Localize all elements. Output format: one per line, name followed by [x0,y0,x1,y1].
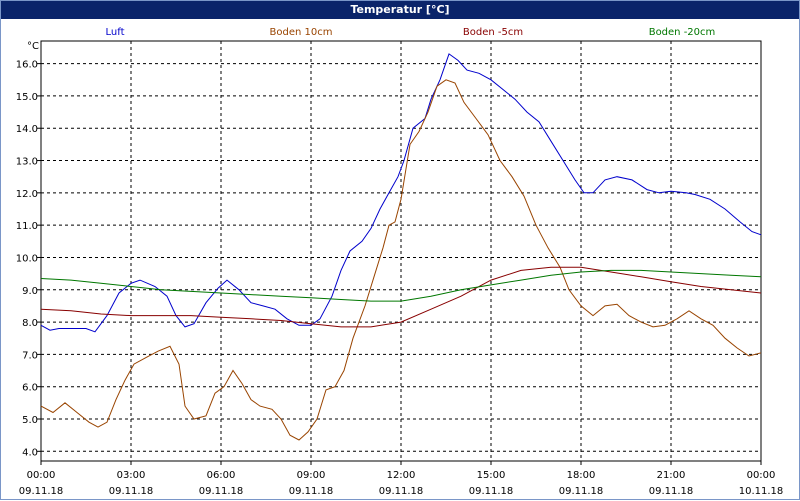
y-tick-label: 5.0 [22,415,38,426]
legend-entry: Boden -20cm [649,27,716,38]
x-tick-time: 03:00 [117,470,146,481]
x-tick-date: 09.11.18 [109,486,154,497]
y-tick-label: 4.0 [22,447,38,458]
y-tick-label: 11.0 [16,221,38,232]
y-tick-label: 16.0 [16,60,38,71]
x-tick-date: 09.11.18 [289,486,334,497]
legend-entry: Boden -5cm [463,27,523,38]
x-tick-time: 00:00 [27,470,56,481]
y-tick-label: 12.0 [16,189,38,200]
x-tick-time: 15:00 [477,470,506,481]
x-tick-time: 21:00 [657,470,686,481]
y-tick-label: 6.0 [22,383,38,394]
x-tick-date: 09.11.18 [649,486,694,497]
series-line-boden-5cm [40,266,762,328]
y-tick-label: 8.0 [22,318,38,329]
x-tick-date: 10.11.18 [739,486,784,497]
y-tick-label: 15.0 [16,92,38,103]
y-tick-label: 13.0 [16,157,38,168]
x-tick-date: 09.11.18 [469,486,514,497]
chart-title: Temperatur [°C] [1,1,799,19]
y-axis-unit: °C [27,41,39,52]
x-tick-time: 18:00 [567,470,596,481]
y-axis: 4.0 5.0 6.0 7.0 8.0 9.0 10.0 11.0 12.0 13.0 14.0 15… [16,60,41,458]
series-lines [40,53,762,441]
x-axis: 00:00 09.11.18 03:00 09.11.18 06:00 09.11.18 0… [19,461,784,497]
y-tick-label: 7.0 [22,350,38,361]
series-line-boden-10cm [40,79,762,441]
x-tick-date: 09.11.18 [199,486,244,497]
x-tick-time: 00:00 [747,470,776,481]
y-tick-label: 14.0 [16,124,38,135]
legend: Luft Boden 10cm Boden -5cm Boden -20cm [106,27,716,38]
x-tick-time: 12:00 [387,470,416,481]
y-tick-label: 10.0 [16,253,38,264]
y-tick-label: 9.0 [22,286,38,297]
x-tick-date: 09.11.18 [559,486,604,497]
legend-entry: Luft [106,27,125,38]
series-line-boden-20cm [40,269,762,302]
x-tick-date: 09.11.18 [19,486,64,497]
legend-entry: Boden 10cm [270,27,333,38]
grid [41,41,761,461]
series-line-luft [40,53,762,333]
x-tick-time: 09:00 [297,470,326,481]
x-tick-time: 06:00 [207,470,236,481]
x-tick-date: 09.11.18 [379,486,424,497]
